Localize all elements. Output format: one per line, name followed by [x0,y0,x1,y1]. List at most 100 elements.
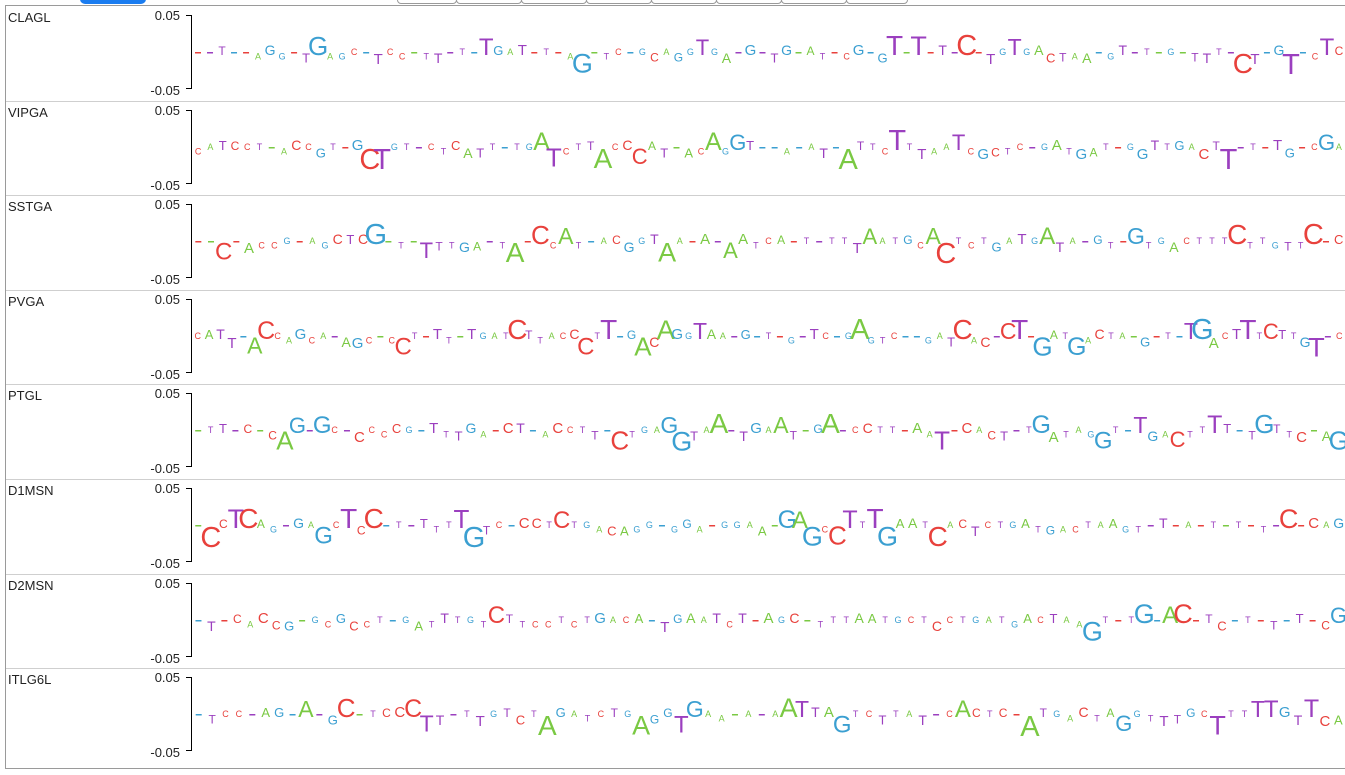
logo-letter: G [295,326,307,343]
logo-letter: G [788,335,795,345]
logo-letter: A [298,696,314,722]
axis-max-label: 0.05 [154,575,180,591]
logo-dash [758,714,765,716]
logo-letter: T [611,706,619,720]
logo-letter: G [711,47,718,57]
logo-letter: A [863,224,878,249]
logo-letter: C [309,335,316,345]
logo-dash [524,241,531,243]
logo-letter: G [925,335,932,345]
logo-dash [299,619,306,622]
logo-letter: T [1108,331,1114,341]
logo-dash [1227,52,1234,54]
logo-letter: C [200,522,221,554]
logo-dash [221,619,228,622]
logo-letter: T [1017,231,1026,248]
logo-letter: A [927,430,933,440]
logo-letter: T [690,429,698,444]
logo-letter: T [1135,524,1141,534]
logo-letter: C [516,713,525,728]
logo-letter: A [1020,711,1040,743]
logo-letter: T [1211,520,1217,530]
logo-letter: C [215,238,232,265]
logo-letter: T [842,506,857,534]
logo-letter: G [1087,430,1094,440]
logo-letter: T [600,314,617,345]
logo-letter: C [337,693,356,723]
logo-track: CLAGL 0.05 -0.05 T A G G T G A G C T C C T T T T G A T T A G T C G C… [6,6,1345,101]
logo-letter: T [1200,425,1206,435]
logo-letter: T [604,51,610,61]
logo-letter: C [985,520,992,530]
logo-dash [233,241,240,243]
logo-letter: T [441,146,447,156]
tab-active[interactable] [80,0,146,4]
logo-letter: A [807,44,815,58]
logo-letter: G [1186,706,1195,720]
logo-letter: G [1075,145,1087,162]
logo-letter: G [1009,520,1016,530]
logo-letter: C [649,334,659,350]
logo-letter: C [828,521,847,551]
logo-letter: A [632,711,650,741]
logo-letter: C [563,146,570,156]
logo-dash [1248,525,1255,527]
logo-letter: T [693,318,707,344]
logo-dash [1193,619,1200,622]
logo-letter: C [1296,429,1307,446]
tab-6[interactable] [716,0,782,4]
logo-letter: A [937,331,943,341]
tab-2[interactable] [456,0,522,4]
track-separator [6,668,1345,670]
tab-7[interactable] [781,0,847,4]
logo-letter: A [1006,236,1012,246]
logo-letter: G [833,711,852,738]
logo-dash [531,52,538,54]
logo-letter: T [1278,327,1286,342]
logo-letter: G [633,524,640,534]
logo-letter: A [850,314,870,346]
axis-min-label: -0.05 [150,650,180,666]
logo-letter: G [878,50,888,65]
logo-letter: A [1034,42,1044,58]
logo-letter: T [219,138,227,153]
logo-dash [731,714,738,716]
logo-letter: C [389,335,396,345]
logo-dash [447,52,454,54]
logo-letter: C [381,430,388,440]
tab-1[interactable] [397,0,457,4]
logo-letter: C [503,420,514,437]
logo-letter: A [1323,520,1329,530]
logo-letter: G [466,420,477,436]
logo-dash [508,525,515,527]
logo-letter: A [281,146,287,156]
logo-letter: C [935,238,956,270]
logo-letter: T [423,51,429,61]
logo-letter: T [1159,713,1168,730]
tab-5[interactable] [651,0,717,4]
sequence-logo: C A C C G A G C T CG T T T T G A T AC C A T A C G G T A A A A A T C A T T T T… [195,219,1343,270]
logo-dash [195,52,202,54]
tab-3[interactable] [521,0,587,4]
logo-letter: C [789,610,799,626]
logo-letter: T [1209,236,1215,246]
logo-letter: C [272,618,281,632]
tab-8[interactable] [846,0,908,4]
tab-4[interactable] [586,0,652,4]
logo-dash [771,525,778,527]
logo-letter: G [646,520,653,530]
logo-letter: G [279,51,286,61]
logo-dash [555,52,562,54]
logo-dash [902,335,909,338]
logo-letter: G [265,42,276,58]
logo-letter: A [571,709,577,719]
logo-letter: G [663,706,672,720]
logo-letter: T [1184,318,1198,344]
logo-letter: T [795,696,809,722]
logo-letter: A [634,332,652,362]
logo-dash [839,430,846,432]
logo-letter: C [947,615,954,625]
logo-letter: C [765,236,772,246]
logo-dash [1197,525,1204,527]
logo-letter: T [753,241,759,251]
